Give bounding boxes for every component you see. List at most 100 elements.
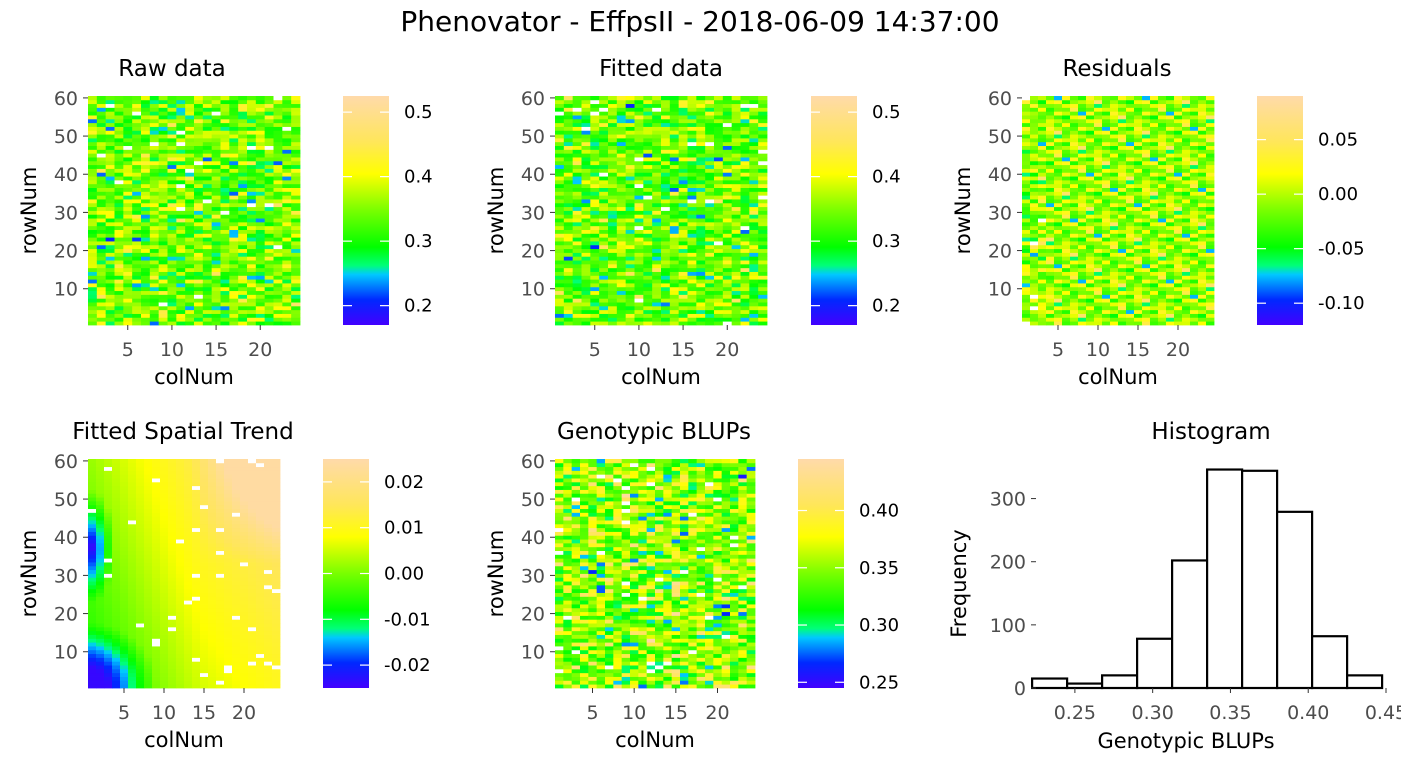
heatmap-cell bbox=[1038, 210, 1047, 215]
heatmap-cell bbox=[1086, 183, 1095, 188]
heatmap-cell bbox=[1142, 191, 1151, 196]
heatmap-cell bbox=[714, 168, 724, 173]
heatmap-cell bbox=[1022, 298, 1031, 303]
heatmap-cell bbox=[255, 313, 266, 318]
heatmap-cell bbox=[158, 103, 168, 108]
heatmap-cell bbox=[211, 153, 221, 158]
heatmap-cell bbox=[1158, 168, 1167, 173]
heatmap-cell bbox=[158, 130, 168, 135]
heatmap-cell bbox=[1150, 237, 1159, 242]
heatmap-cell bbox=[96, 275, 107, 280]
heatmap-cell bbox=[555, 680, 564, 685]
heatmap-cell bbox=[1142, 267, 1151, 272]
heatmap-cell bbox=[652, 241, 662, 246]
heatmap-cell bbox=[625, 122, 635, 127]
heatmap-cell bbox=[1110, 321, 1119, 326]
heatmap-cell bbox=[211, 313, 221, 318]
heatmap-cell bbox=[105, 168, 115, 173]
heatmap-cell bbox=[758, 115, 768, 120]
heatmap-cell bbox=[194, 298, 204, 303]
heatmap-cell bbox=[696, 206, 706, 211]
heatmap-cell bbox=[202, 157, 213, 162]
heatmap-cell bbox=[625, 115, 635, 120]
heatmap-cell bbox=[247, 317, 257, 322]
heatmap-cell bbox=[211, 286, 221, 292]
heatmap-cell bbox=[229, 99, 239, 105]
fitted-legend-label: 0.2 bbox=[872, 296, 901, 317]
heatmap-cell bbox=[555, 160, 565, 166]
heatmap-cell bbox=[211, 218, 221, 223]
heatmap-cell bbox=[1022, 187, 1031, 192]
heatmap-cell bbox=[105, 252, 115, 257]
heatmap-cell bbox=[105, 313, 115, 318]
heatmap-cell bbox=[273, 256, 283, 261]
heatmap-cell bbox=[167, 111, 177, 116]
heatmap-cell bbox=[291, 118, 301, 124]
heatmap-cell bbox=[1070, 229, 1079, 234]
heatmap-cell bbox=[599, 111, 609, 116]
heatmap-cell bbox=[202, 99, 213, 105]
heatmap-cell bbox=[1182, 137, 1191, 143]
heatmap-cell bbox=[88, 126, 98, 131]
heatmap-cell bbox=[1158, 153, 1167, 158]
heatmap-cell bbox=[1086, 118, 1095, 124]
heatmap-cell bbox=[1046, 283, 1055, 288]
heatmap-cell bbox=[1206, 191, 1215, 196]
heatmap-cell bbox=[1062, 176, 1071, 181]
heatmap-cell bbox=[740, 267, 750, 272]
heatmap-cell bbox=[740, 252, 750, 257]
heatmap-cell bbox=[669, 118, 680, 124]
heatmap-cell bbox=[608, 317, 618, 322]
heatmap-cell bbox=[264, 168, 274, 173]
heatmap-cell bbox=[1142, 137, 1151, 143]
heatmap-cell bbox=[613, 619, 623, 624]
heatmap-cell bbox=[1094, 283, 1103, 288]
heatmap-cell bbox=[158, 122, 168, 127]
heatmap-cell bbox=[132, 187, 142, 192]
heatmap-cell bbox=[132, 122, 142, 127]
heatmap-cell bbox=[687, 168, 697, 173]
heatmap-cell bbox=[220, 176, 230, 181]
heatmap-cell bbox=[1102, 302, 1111, 307]
heatmap-cell bbox=[1166, 279, 1175, 284]
heatmap-cell bbox=[1190, 252, 1199, 257]
heatmap-cell bbox=[1142, 313, 1151, 318]
heatmap-cell bbox=[605, 661, 614, 666]
heatmap-cell bbox=[1110, 248, 1119, 253]
heatmap-cell bbox=[1054, 233, 1063, 238]
heatmap-cell bbox=[678, 260, 688, 265]
heatmap-cell bbox=[613, 592, 623, 597]
heatmap-cell bbox=[176, 271, 186, 276]
heatmap-cell bbox=[605, 668, 614, 674]
heatmap-cell bbox=[555, 309, 565, 314]
heatmap-cell bbox=[88, 244, 98, 250]
heatmap-cell bbox=[571, 539, 581, 544]
heatmap-cell bbox=[229, 160, 239, 166]
heatmap-cell bbox=[1086, 309, 1095, 314]
heatmap-cell bbox=[1054, 214, 1063, 219]
heatmap-cell bbox=[1174, 137, 1183, 143]
heatmap-cell bbox=[238, 283, 248, 288]
heatmap-cell bbox=[229, 313, 239, 318]
heatmap-cell bbox=[1118, 153, 1127, 158]
heatmap-cell bbox=[1054, 263, 1063, 269]
heatmap-cell bbox=[149, 168, 160, 173]
heatmap-cell bbox=[621, 638, 631, 643]
heatmap-cell bbox=[185, 206, 195, 211]
heatmap-cell bbox=[247, 313, 257, 318]
heatmap-cell bbox=[1030, 183, 1039, 188]
heatmap-cell bbox=[1094, 99, 1103, 105]
heatmap-cell bbox=[616, 145, 627, 150]
heatmap-cell bbox=[1150, 283, 1159, 288]
heatmap-cell bbox=[202, 103, 213, 108]
heatmap-cell bbox=[1038, 187, 1047, 192]
heatmap-cell bbox=[588, 604, 598, 609]
heatmap-cell bbox=[282, 218, 292, 223]
heatmap-cell bbox=[596, 523, 606, 529]
heatmap-cell bbox=[1166, 210, 1175, 215]
heatmap-cell bbox=[255, 176, 266, 181]
heatmap-cell bbox=[580, 661, 589, 666]
heatmap-cell bbox=[105, 107, 115, 112]
heatmap-cell bbox=[1190, 218, 1199, 223]
heatmap-cell bbox=[1166, 225, 1175, 230]
